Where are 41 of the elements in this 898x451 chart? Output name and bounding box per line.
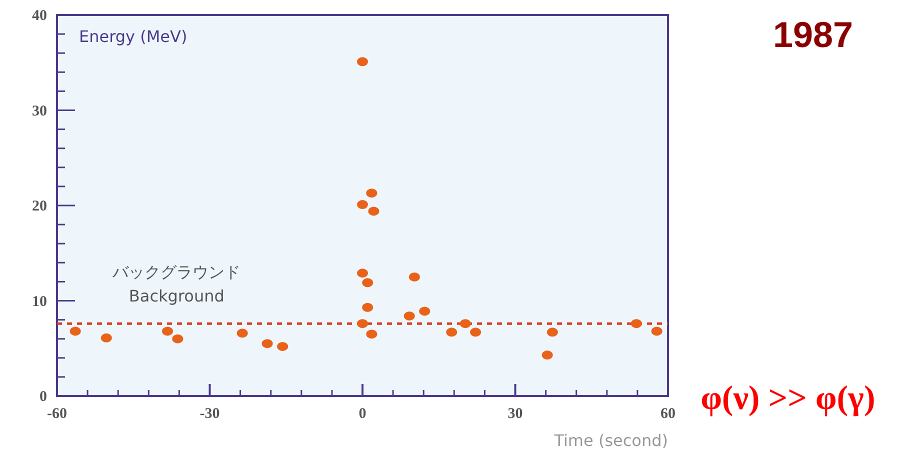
point bbox=[368, 206, 380, 216]
point bbox=[630, 319, 642, 328]
y-tick-label: 20 bbox=[32, 198, 47, 214]
point bbox=[357, 319, 368, 328]
point bbox=[542, 350, 553, 360]
y-tick-label: 30 bbox=[32, 103, 47, 120]
y-tick-label: 0 bbox=[40, 389, 47, 405]
point bbox=[366, 330, 378, 339]
x-axis-title: Time (second) bbox=[553, 431, 668, 450]
ref-line-label: バックグラウンド Background bbox=[112, 262, 241, 306]
y-tick-label: 10 bbox=[32, 294, 47, 310]
point bbox=[404, 311, 415, 320]
point bbox=[100, 333, 112, 342]
point bbox=[460, 319, 471, 328]
point bbox=[419, 306, 430, 316]
point bbox=[408, 272, 420, 282]
point bbox=[357, 268, 368, 278]
point bbox=[366, 188, 378, 198]
point bbox=[357, 57, 368, 66]
x-tick-label: -30 bbox=[200, 406, 220, 422]
x-tick-label: 60 bbox=[660, 406, 676, 422]
point bbox=[446, 328, 458, 337]
x-tick-label: 0 bbox=[358, 406, 366, 422]
text: 1987 bbox=[772, 14, 854, 55]
point bbox=[236, 328, 248, 338]
point bbox=[262, 339, 273, 348]
point bbox=[172, 334, 184, 344]
point bbox=[70, 326, 81, 336]
y-tick-label: 40 bbox=[32, 8, 47, 24]
point bbox=[277, 342, 288, 351]
x-tick-label: 30 bbox=[508, 406, 523, 422]
point bbox=[362, 302, 374, 312]
y-axis-title: Energy (MeV) bbox=[79, 27, 188, 46]
point bbox=[357, 200, 368, 210]
point bbox=[362, 278, 374, 288]
point bbox=[162, 326, 173, 336]
text: φ(ν) >> φ(γ) bbox=[700, 380, 876, 417]
point bbox=[651, 326, 662, 336]
x-tick-label: -60 bbox=[47, 406, 67, 422]
point bbox=[546, 328, 558, 337]
point bbox=[470, 328, 482, 337]
